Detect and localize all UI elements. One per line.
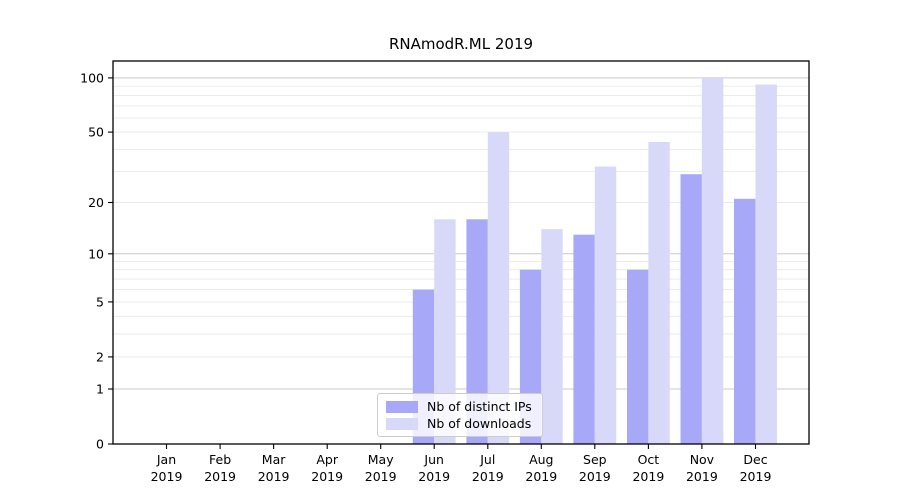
- y-tick-label: 100: [80, 70, 104, 85]
- x-tick-label-year: 2019: [204, 469, 236, 484]
- y-tick-label: 50: [88, 125, 104, 140]
- x-tick-label-year: 2019: [365, 469, 397, 484]
- x-tick-label-year: 2019: [740, 469, 772, 484]
- y-tick-label: 2: [96, 349, 104, 364]
- x-tick-label-month: Jan: [156, 452, 176, 467]
- chart-title: RNAmodR.ML 2019: [388, 35, 534, 53]
- y-tick-label: 1: [96, 382, 104, 397]
- x-tick-label-month: Apr: [316, 452, 338, 467]
- x-tick-label-month: Feb: [209, 452, 231, 467]
- x-tick-label-year: 2019: [418, 469, 450, 484]
- x-tick-label-year: 2019: [525, 469, 557, 484]
- x-tick-label-year: 2019: [632, 469, 664, 484]
- x-tick-label-month: Dec: [743, 452, 767, 467]
- legend-item-distinct-ips: Nb of distinct IPs: [386, 399, 534, 415]
- x-tick-label-month: Oct: [638, 452, 660, 467]
- x-tick-label-month: Nov: [690, 452, 715, 467]
- y-tick-label: 5: [96, 294, 104, 309]
- x-tick-label-month: Mar: [262, 452, 286, 467]
- x-tick-label-year: 2019: [686, 469, 718, 484]
- legend-swatch-distinct-ips: [386, 400, 418, 413]
- x-tick-label-year: 2019: [258, 469, 290, 484]
- bar-ips-dec: [734, 198, 756, 444]
- bar-downloads-sep: [594, 166, 617, 444]
- x-tick-label-month: Jun: [423, 452, 444, 467]
- legend: Nb of distinct IPs Nb of downloads: [377, 393, 543, 437]
- legend-swatch-downloads: [386, 417, 418, 430]
- bar-ips-nov: [680, 174, 702, 444]
- bar-downloads-nov: [701, 77, 724, 445]
- legend-label-downloads: Nb of downloads: [427, 416, 532, 431]
- bar-downloads-jun: [434, 219, 456, 444]
- bar-downloads-jul: [487, 132, 510, 444]
- y-tick-label: 10: [88, 246, 104, 261]
- bar-downloads-dec: [755, 84, 777, 444]
- x-tick-label-month: Sep: [583, 452, 607, 467]
- bar-ips-sep: [573, 234, 595, 444]
- bar-ips-oct: [627, 269, 649, 444]
- bar-downloads-aug: [541, 229, 563, 444]
- legend-item-downloads: Nb of downloads: [386, 416, 534, 432]
- x-tick-label-year: 2019: [151, 469, 183, 484]
- bar-ips-jul: [466, 219, 488, 444]
- bar-downloads-oct: [648, 142, 670, 444]
- x-tick-label-year: 2019: [311, 469, 343, 484]
- y-tick-label: 20: [88, 195, 104, 210]
- x-tick-label-year: 2019: [472, 469, 504, 484]
- x-tick-label-year: 2019: [579, 469, 611, 484]
- plot-border: [112, 60, 810, 445]
- x-tick-label-month: Aug: [529, 452, 553, 467]
- y-tick-label: 0: [96, 437, 104, 452]
- x-tick-label-month: May: [368, 452, 394, 467]
- x-tick-label-month: Jul: [479, 452, 495, 467]
- legend-label-distinct-ips: Nb of distinct IPs: [427, 399, 532, 414]
